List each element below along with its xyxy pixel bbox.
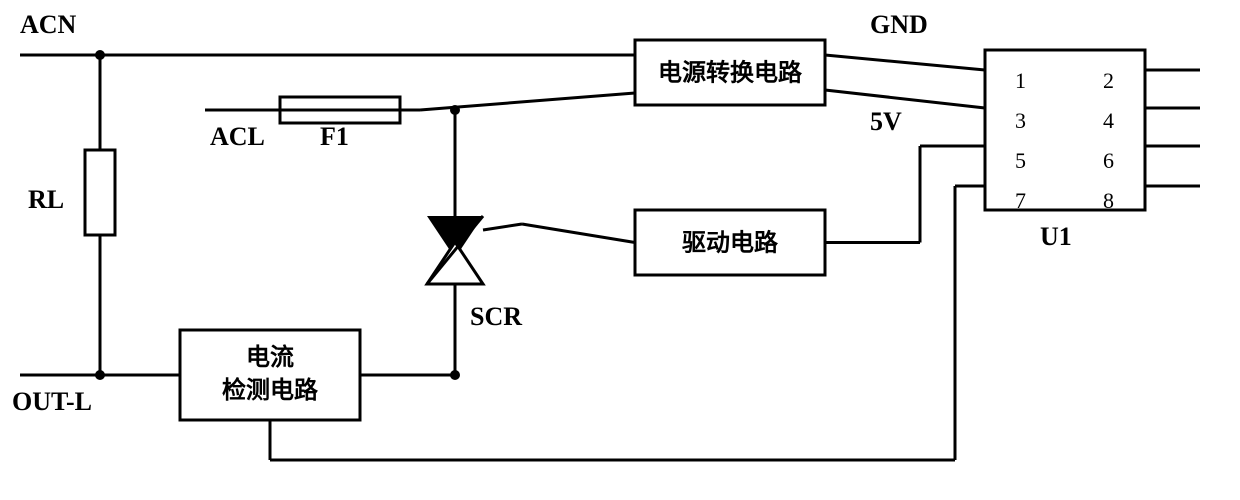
label-outl: OUT-L [12, 387, 92, 416]
label-f1: F1 [320, 122, 349, 151]
label-5v: 5V [870, 107, 902, 136]
svg-text:4: 4 [1103, 108, 1114, 133]
svg-text:电流: 电流 [246, 344, 294, 371]
triac-scr [427, 135, 522, 375]
svg-text:5: 5 [1015, 148, 1026, 173]
svg-text:1: 1 [1015, 68, 1026, 93]
svg-text:检测电路: 检测电路 [222, 376, 319, 404]
svg-text:电源转换电路: 电源转换电路 [658, 59, 803, 87]
svg-text:驱动电路: 驱动电路 [682, 229, 779, 257]
label-rl: RL [28, 185, 64, 214]
resistor-rl [85, 150, 115, 235]
svg-text:7: 7 [1015, 188, 1026, 213]
svg-text:6: 6 [1103, 148, 1114, 173]
label-gnd: GND [870, 10, 928, 39]
label-u1: U1 [1040, 222, 1072, 251]
svg-text:3: 3 [1015, 108, 1026, 133]
label-scr: SCR [470, 302, 522, 331]
u1-chip-box [985, 50, 1145, 210]
fuse-f1 [260, 97, 420, 123]
u1-pin-labels: 1 2 3 4 5 6 7 8 [1015, 68, 1114, 213]
power-converter-box: 电源转换电路 [635, 40, 825, 105]
current-detect-box: 电流 检测电路 [180, 330, 360, 420]
svg-text:2: 2 [1103, 68, 1114, 93]
drive-circuit-box: 驱动电路 [635, 210, 825, 275]
label-acn: ACN [20, 10, 77, 39]
svg-text:8: 8 [1103, 188, 1114, 213]
label-acl: ACL [210, 122, 265, 151]
